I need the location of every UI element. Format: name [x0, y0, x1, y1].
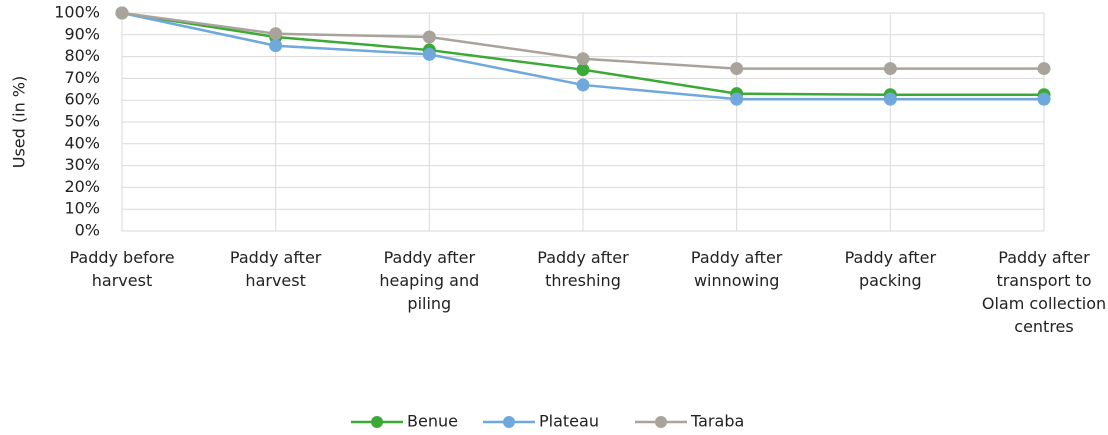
y-tick-label: 10% [64, 199, 100, 218]
x-tick-label: Paddy after threshing [537, 248, 629, 290]
x-tick-label: Paddy after winnowing [690, 248, 783, 290]
legend-label: Plateau [539, 412, 599, 431]
data-point [115, 6, 129, 20]
y-tick-label: 70% [64, 68, 100, 87]
x-tick-label: Paddy after harvest [229, 248, 322, 290]
y-axis-label: Used (in %) [10, 76, 29, 169]
x-tick-label: Paddy before harvest [69, 248, 175, 290]
y-tick-label: 90% [64, 24, 100, 43]
x-tick-label: Paddy after heaping and piling [379, 248, 480, 313]
x-tick-label: Paddy after transport to Olam collection… [981, 248, 1107, 336]
data-point [576, 78, 590, 92]
x-tick-label: Paddy after packing [844, 248, 937, 290]
y-tick-label: 20% [64, 177, 100, 196]
data-point [269, 39, 283, 53]
data-point [883, 92, 897, 106]
y-tick-label: 30% [64, 155, 100, 174]
legend-label: Taraba [690, 412, 744, 431]
legend-marker [655, 416, 667, 428]
data-point [1037, 92, 1051, 106]
data-point [422, 47, 436, 61]
data-point [730, 62, 744, 76]
data-point [730, 92, 744, 106]
data-point [883, 62, 897, 76]
y-tick-label: 0% [75, 221, 100, 240]
legend-marker [503, 416, 515, 428]
y-tick-label: 60% [64, 90, 100, 109]
data-point [576, 63, 590, 77]
y-tick-label: 40% [64, 133, 100, 152]
legend-label: Benue [407, 412, 458, 431]
legend-marker [371, 416, 383, 428]
y-tick-label: 100% [54, 3, 100, 22]
data-point [422, 30, 436, 44]
data-point [576, 52, 590, 66]
y-tick-label: 80% [64, 46, 100, 65]
data-point [1037, 62, 1051, 76]
y-tick-label: 50% [64, 112, 100, 131]
data-point [269, 27, 283, 41]
